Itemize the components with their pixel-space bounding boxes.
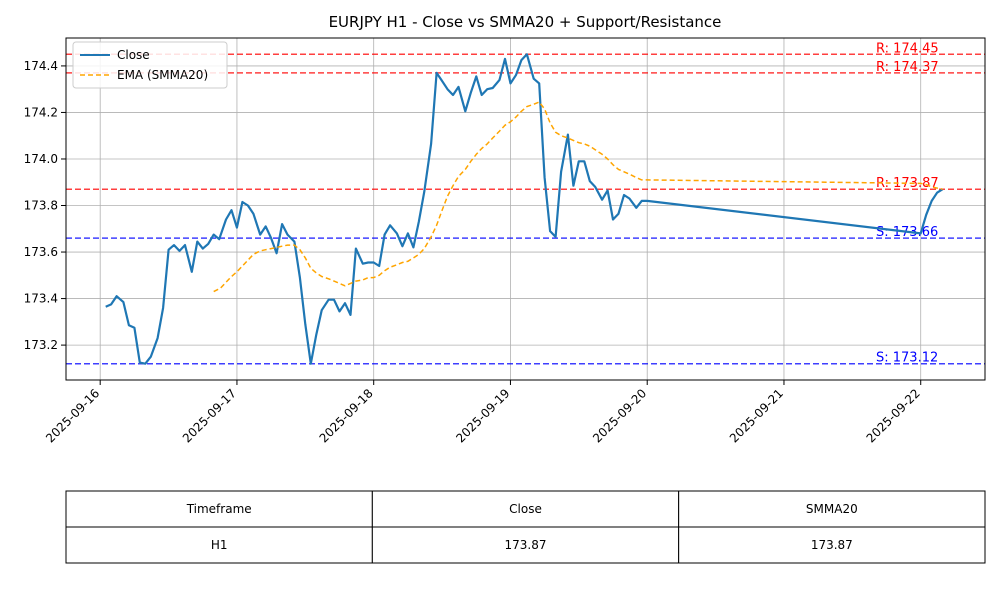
close-price-line — [105, 53, 944, 365]
table-header-text: Close — [509, 502, 542, 516]
series — [105, 53, 944, 365]
table-header-text: SMMA20 — [806, 502, 858, 516]
resistance-label: R: 174.37 — [876, 60, 939, 75]
x-tick-label: 2025-09-18 — [317, 386, 376, 445]
table-cell-text: 173.87 — [505, 538, 547, 552]
y-tick-label: 173.6 — [24, 245, 58, 259]
x-axis: 2025-09-16 2025-09-17 2025-09-18 2025-09-19… — [43, 380, 923, 445]
y-tick-label: 173.4 — [24, 292, 58, 306]
x-tick-label: 2025-09-17 — [180, 386, 239, 445]
table-cell-text: 173.87 — [811, 538, 853, 552]
y-tick-label: 174.4 — [24, 59, 58, 73]
support-label: S: 173.12 — [876, 351, 938, 366]
table-cell — [65, 526, 373, 564]
plot-frame — [65, 37, 986, 381]
ema-smma20-line — [213, 101, 943, 293]
resistance-label: R: 173.87 — [876, 176, 939, 191]
y-tick-label: 173.8 — [24, 199, 58, 213]
support-resistance-levels: R: 174.45R: 174.37R: 173.87S: 173.66S: 1… — [66, 41, 985, 366]
legend-ema-label: EMA (SMMA20) — [117, 68, 208, 82]
table-cell — [678, 526, 986, 564]
x-tick-label: 2025-09-16 — [43, 386, 102, 445]
resistance-label: R: 174.45 — [876, 41, 939, 56]
chart-title: EURJPY H1 - Close vs SMMA20 + Support/Re… — [329, 13, 722, 31]
y-tick-label: 174.0 — [24, 152, 58, 166]
legend: Close EMA (SMMA20) — [72, 41, 228, 89]
x-tick-label: 2025-09-21 — [727, 386, 786, 445]
x-tick-label: 2025-09-20 — [590, 386, 649, 445]
summary-table: Timeframe Close SMMA20 H1 173.87 173.87 — [65, 490, 986, 564]
y-tick-label: 173.2 — [24, 338, 58, 352]
table-cell-text: H1 — [211, 538, 228, 552]
x-tick-label: 2025-09-22 — [864, 386, 923, 445]
legend-box — [72, 41, 228, 89]
y-tick-label: 174.2 — [24, 105, 58, 119]
table-header-cell — [678, 490, 986, 528]
table-header-text: Timeframe — [186, 502, 252, 516]
x-tick-label: 2025-09-19 — [453, 386, 512, 445]
legend-close-label: Close — [117, 48, 150, 62]
table-header-cell — [371, 490, 680, 528]
grid — [66, 38, 985, 380]
y-axis: 173.2 173.4 173.6 173.8 174.0 174.2 174.4 — [24, 59, 66, 352]
table-header-cell — [65, 490, 373, 528]
